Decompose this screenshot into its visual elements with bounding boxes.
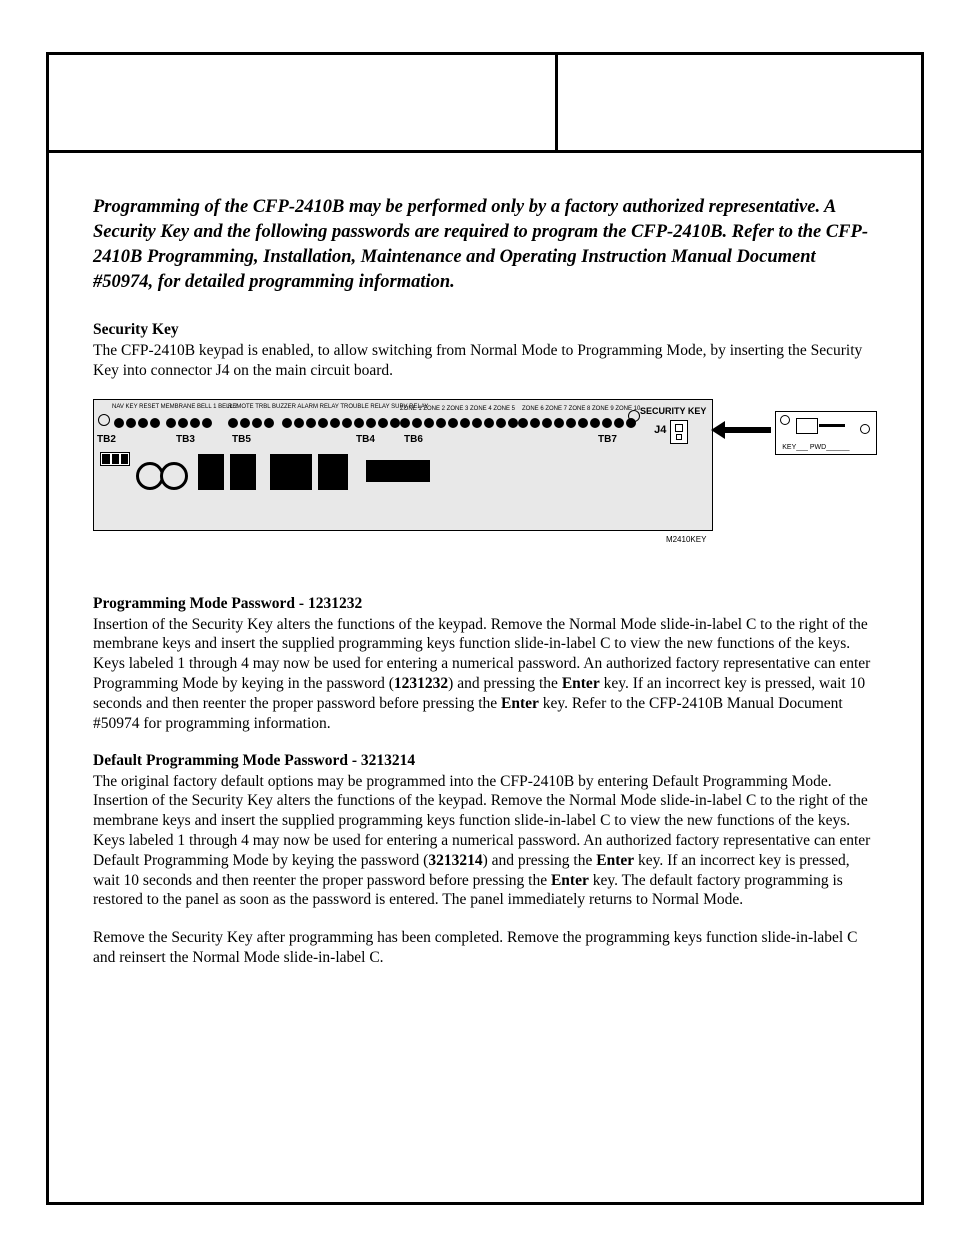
tb5-label: TB5: [232, 434, 251, 445]
capacitor: [160, 462, 188, 490]
closing-text: Remove the Security Key after programmin…: [93, 928, 877, 968]
security-key-card: KEY___ PWD______: [775, 411, 877, 455]
prog-mode-heading: Programming Mode Password - 1231232: [93, 595, 877, 613]
document-frame: Programming of the CFP-2410B may be perf…: [46, 52, 924, 1205]
tb3-label: TB3: [176, 434, 195, 445]
arrow-icon: [711, 423, 771, 437]
terminals-tb2: [114, 418, 160, 428]
mounting-hole: [98, 414, 110, 426]
component-block: [198, 454, 224, 490]
terminals-tb5: [228, 418, 274, 428]
header-vertical-divider: [555, 52, 558, 150]
circuit-board: NAV KEY RESET MEMBRANE BELL 1 BELL 2 REM…: [93, 399, 713, 531]
intro-paragraph: Programming of the CFP-2410B may be perf…: [93, 195, 877, 295]
security-key-label: SECURITY KEY: [640, 406, 706, 416]
j4-connector: [670, 420, 688, 444]
tb4-label: TB4: [356, 434, 375, 445]
component-block: [366, 460, 430, 482]
tb6-label: TB6: [404, 434, 423, 445]
board-labels-3: ZONE 1 ZONE 2 ZONE 3 ZONE 4 ZONE 5: [400, 406, 515, 412]
keycard-text: KEY___ PWD______: [782, 444, 849, 451]
header-divider: [46, 52, 924, 153]
j4-label: J4: [654, 424, 666, 436]
board-labels-4: ZONE 6 ZONE 7 ZONE 8 ZONE 9 ZONE 10: [522, 406, 640, 412]
security-key-heading: Security Key: [93, 321, 877, 339]
security-key-text: The CFP-2410B keypad is enabled, to allo…: [93, 341, 877, 381]
circuit-figure: NAV KEY RESET MEMBRANE BELL 1 BELL 2 REM…: [93, 399, 877, 531]
default-mode-text: The original factory default options may…: [93, 772, 877, 911]
page: Programming of the CFP-2410B may be perf…: [0, 0, 954, 1235]
content: Programming of the CFP-2410B may be perf…: [93, 195, 877, 968]
terminals-tb7: [518, 418, 636, 428]
component-block: [230, 454, 256, 490]
tb7-label: TB7: [598, 434, 617, 445]
terminals-tb3: [166, 418, 212, 428]
terminals-tb6: [400, 418, 518, 428]
connector-block: [100, 452, 130, 466]
terminals-tb4: [282, 418, 400, 428]
prog-mode-text: Insertion of the Security Key alters the…: [93, 615, 877, 734]
part-number: M2410KEY: [666, 535, 706, 544]
default-mode-heading: Default Programming Mode Password - 3213…: [93, 752, 877, 770]
component-block: [318, 454, 348, 490]
board-labels-2: REMOTE TRBL BUZZER ALARM RELAY TROUBLE R…: [228, 404, 428, 410]
tb2-label: TB2: [97, 434, 116, 445]
board-labels-1: NAV KEY RESET MEMBRANE BELL 1 BELL 2: [112, 404, 238, 410]
component-block: [270, 454, 312, 490]
